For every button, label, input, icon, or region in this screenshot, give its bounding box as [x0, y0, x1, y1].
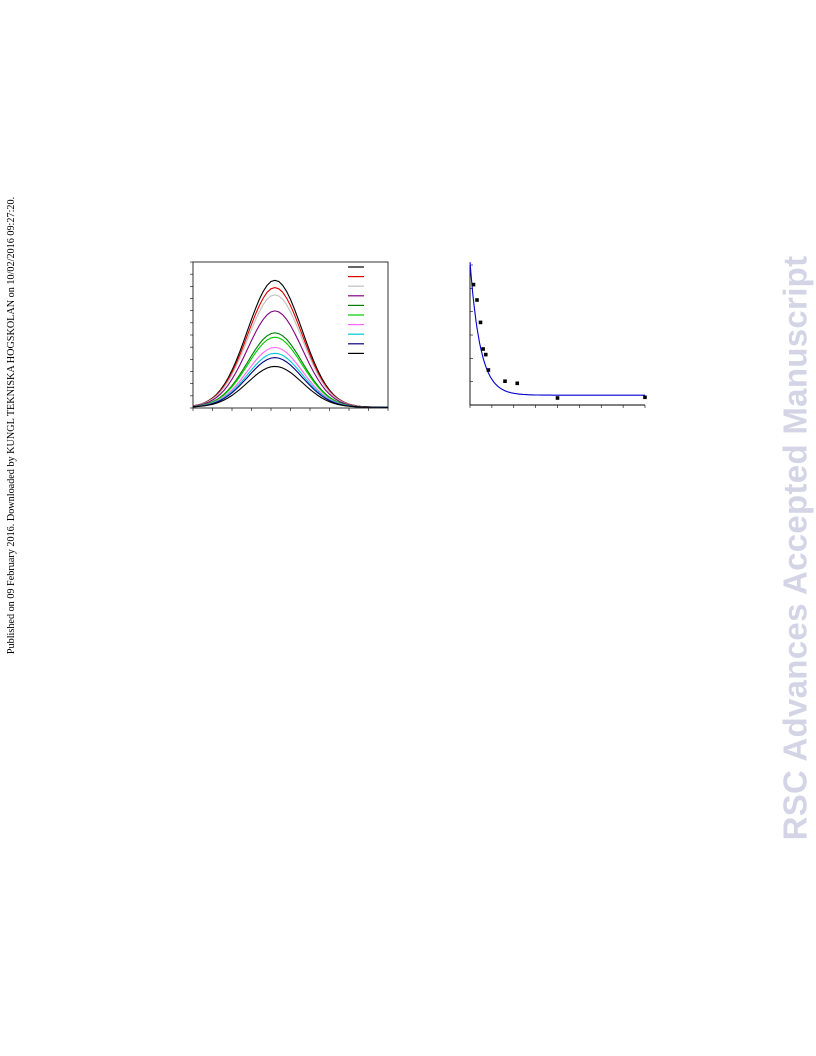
decay-fit-chart: [469, 262, 647, 408]
watermark: RSC Advances Accepted Manuscript: [775, 256, 815, 841]
data-point-5: [483, 352, 488, 357]
plot-frame: [192, 261, 389, 409]
data-point-1: [471, 282, 476, 287]
series-line-10: [192, 365, 388, 408]
data-point-6: [486, 368, 491, 372]
data-point-4: [481, 347, 485, 351]
absorption-spectra-chart: [190, 261, 389, 411]
series-line-3: [192, 294, 388, 408]
fit-curve: [469, 262, 645, 396]
series-line-4: [192, 310, 389, 408]
data-point-2: [475, 298, 479, 302]
data-point-8: [515, 381, 520, 386]
publication-note-text: Published on 09 February 2016. Downloade…: [6, 196, 18, 654]
data-point-9: [555, 396, 560, 400]
series-line-9: [192, 357, 388, 408]
data-point-3: [478, 320, 483, 325]
watermark-text: RSC Advances Accepted Manuscript: [776, 255, 813, 841]
data-point-7: [503, 379, 507, 383]
publication-note: Published on 09 February 2016. Downloade…: [5, 196, 19, 653]
data-point-10: [643, 395, 647, 400]
